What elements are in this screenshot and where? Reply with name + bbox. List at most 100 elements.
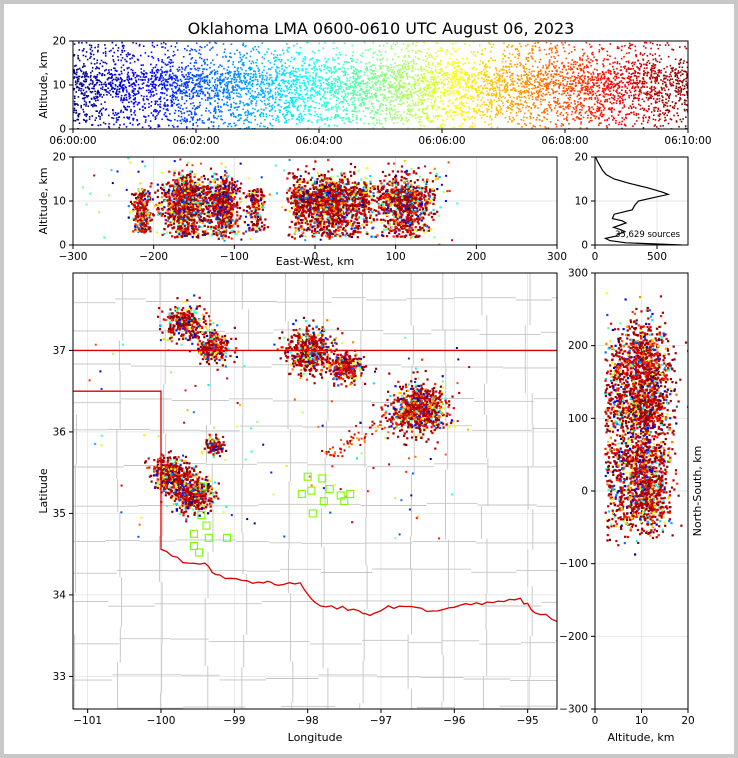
lightning-source — [245, 111, 247, 113]
lightning-source — [612, 119, 614, 121]
lightning-source — [359, 54, 362, 57]
lightning-source — [216, 84, 219, 86]
lightning-source — [165, 79, 168, 81]
lightning-source — [326, 88, 329, 90]
lightning-source — [228, 81, 231, 83]
lightning-source — [162, 61, 165, 64]
lightning-source — [557, 103, 559, 105]
lightning-source — [286, 101, 289, 104]
lightning-source — [432, 96, 434, 98]
lightning-source — [679, 46, 681, 48]
lightning-source — [97, 89, 99, 92]
lightning-source — [458, 65, 460, 68]
lightning-source — [539, 100, 542, 103]
lightning-source — [617, 82, 620, 85]
lightning-source — [376, 58, 378, 61]
lightning-source — [120, 81, 123, 83]
lightning-source — [511, 103, 514, 106]
lightning-source — [400, 119, 402, 122]
lightning-source — [581, 59, 583, 62]
lightning-source — [145, 119, 147, 121]
lightning-source — [345, 83, 348, 85]
lightning-source — [435, 108, 438, 111]
lightning-source — [654, 102, 657, 104]
lightning-source — [502, 96, 504, 98]
lightning-source — [621, 86, 623, 88]
lightning-source — [458, 81, 461, 84]
lightning-source — [438, 107, 440, 109]
lightning-source — [154, 79, 156, 81]
lightning-source — [151, 70, 154, 72]
lightning-source — [604, 99, 607, 101]
lightning-source — [141, 126, 144, 129]
lightning-source — [215, 109, 217, 111]
lightning-source — [495, 76, 498, 78]
lightning-source — [138, 45, 141, 47]
lightning-source — [677, 80, 679, 82]
lightning-source — [593, 78, 596, 81]
lightning-source — [280, 96, 282, 98]
lightning-source — [618, 85, 620, 87]
lightning-source — [593, 103, 596, 106]
lightning-source — [293, 101, 295, 103]
lightning-source — [643, 100, 645, 103]
lightning-source — [291, 97, 294, 100]
lightning-source — [337, 115, 339, 118]
lightning-source — [312, 67, 315, 69]
lightning-source — [544, 78, 547, 80]
lightning-source — [600, 76, 603, 79]
lightning-source — [424, 86, 426, 89]
lightning-source — [242, 108, 244, 111]
lightning-source — [476, 105, 478, 107]
lightning-source — [284, 102, 287, 105]
lightning-source — [163, 86, 166, 89]
lightning-source — [564, 78, 566, 81]
lightning-source — [197, 105, 199, 108]
lightning-source — [241, 88, 244, 90]
lightning-source — [266, 82, 268, 85]
lightning-source — [639, 90, 641, 92]
lightning-source — [310, 98, 312, 100]
lightning-source — [641, 107, 644, 110]
lightning-source — [560, 111, 563, 114]
lightning-source — [351, 81, 354, 83]
lightning-source — [168, 119, 171, 122]
lightning-source — [446, 118, 449, 121]
lightning-source — [387, 77, 390, 79]
lightning-source — [637, 117, 640, 119]
lightning-source — [507, 101, 509, 103]
lightning-source — [432, 91, 434, 94]
lightning-source — [292, 72, 294, 75]
lightning-source — [246, 102, 248, 105]
lightning-source — [204, 46, 206, 48]
lightning-source — [451, 81, 453, 84]
lightning-source — [633, 90, 636, 93]
lightning-source — [602, 106, 605, 108]
lightning-source — [301, 69, 303, 72]
lightning-source — [517, 110, 520, 113]
lightning-source — [131, 71, 134, 74]
lightning-source — [393, 73, 396, 76]
lightning-source — [188, 75, 190, 78]
lightning-source — [529, 122, 531, 125]
lightning-source — [90, 53, 92, 56]
lightning-source — [486, 109, 489, 112]
lightning-source — [276, 115, 279, 117]
lightning-source — [149, 90, 152, 93]
lightning-source — [108, 92, 110, 94]
lightning-source — [610, 70, 612, 73]
lightning-source — [153, 87, 155, 89]
lightning-source — [531, 56, 533, 58]
lightning-source — [677, 89, 679, 91]
lightning-source — [580, 78, 583, 81]
lightning-source — [354, 106, 357, 109]
lightning-source — [523, 70, 525, 72]
lightning-source — [305, 71, 307, 73]
lightning-source — [620, 80, 622, 82]
lightning-source — [324, 87, 327, 89]
lightning-source — [589, 91, 592, 94]
lightning-source — [150, 91, 152, 94]
lightning-source — [431, 56, 433, 59]
lightning-source — [288, 91, 291, 94]
lightning-source — [398, 71, 401, 74]
